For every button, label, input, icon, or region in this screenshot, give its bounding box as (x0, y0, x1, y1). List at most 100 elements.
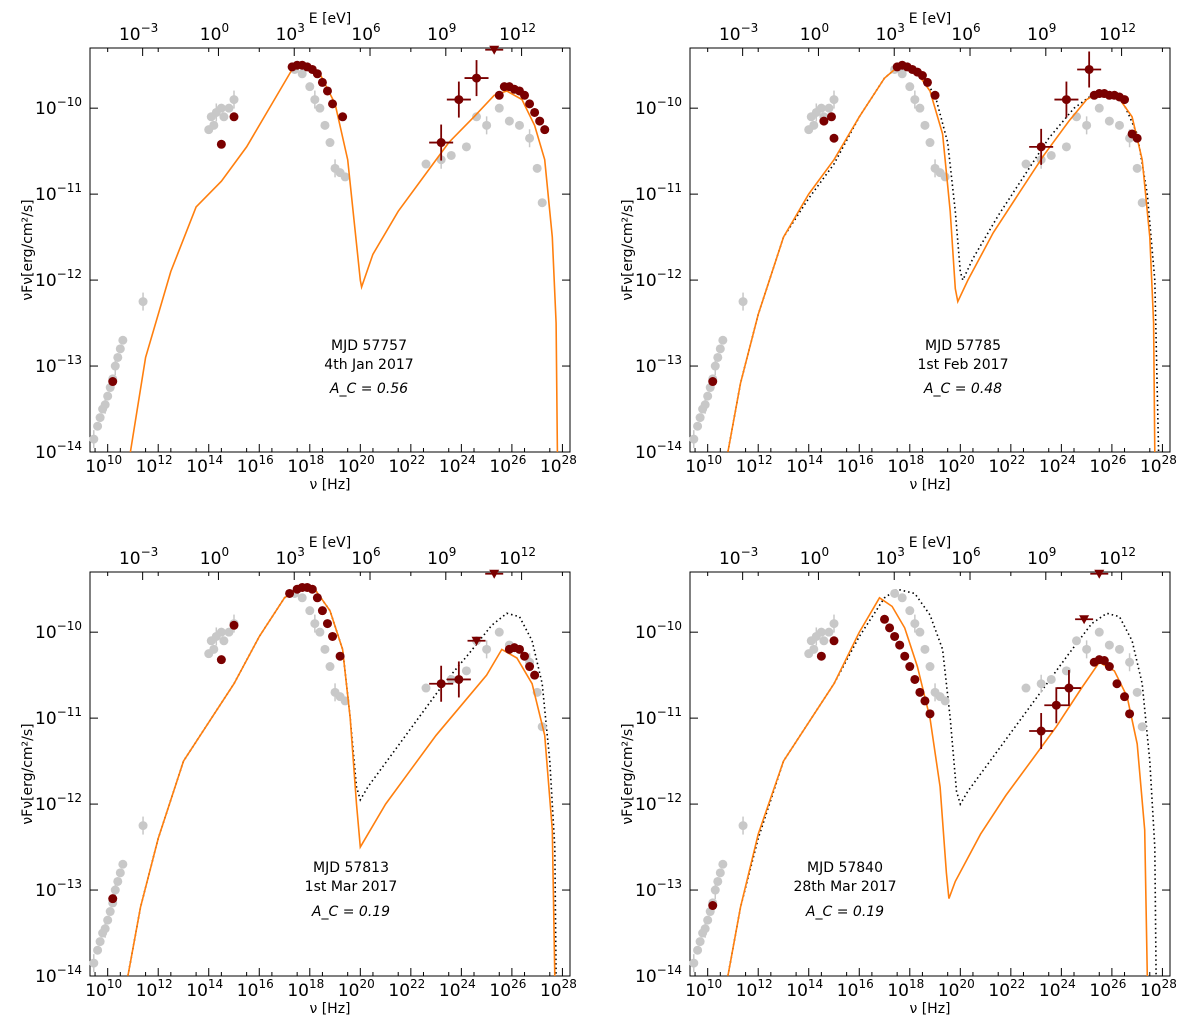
top-tick-label: 106 (351, 545, 380, 569)
archival-data-point (915, 103, 925, 113)
mjd-annotation: MJD 57813 (313, 860, 389, 876)
x-tick-label: 1028 (540, 977, 577, 1001)
x-axis-label: ν [Hz] (909, 477, 950, 493)
data-point (317, 77, 327, 87)
y-tick-label: 10−12 (635, 791, 682, 815)
top-tick-label: 106 (951, 21, 980, 45)
archival-data-point (1036, 679, 1046, 689)
x-tick-label: 1026 (1089, 453, 1126, 477)
archival-data-point (110, 361, 120, 371)
archival-data-point (695, 413, 705, 423)
archival-data-point (113, 352, 123, 362)
top-tick-label: 109 (1027, 21, 1056, 45)
archival-data-point (738, 297, 748, 307)
archival-data-point (113, 876, 123, 886)
top-axis-label: E [eV] (909, 535, 951, 551)
archival-data-point (1094, 103, 1104, 113)
archival-data-point (713, 352, 723, 362)
data-point (108, 377, 118, 387)
data-point (1061, 95, 1071, 105)
archival-data-point (940, 696, 950, 706)
data-point (829, 133, 839, 143)
archival-data-point (219, 636, 229, 646)
y-tick-label: 10−13 (635, 877, 682, 901)
series-layer (89, 569, 557, 977)
data-point (216, 655, 226, 665)
archival-data-point (824, 103, 834, 113)
data-point (322, 86, 332, 96)
x-tick-label: 1026 (1089, 977, 1126, 1001)
x-tick-label: 1014 (786, 977, 823, 1001)
archival-data-point (1125, 657, 1135, 667)
archival-data-point (103, 391, 113, 401)
data-point (328, 99, 338, 109)
data-point (920, 696, 930, 706)
plot-frame (89, 47, 571, 453)
archival-data-point (1046, 674, 1056, 684)
x-tick-label: 1018 (287, 453, 324, 477)
model-curve (727, 64, 1156, 453)
x-tick-label: 1018 (287, 977, 324, 1001)
top-axis-label: E [eV] (309, 535, 351, 551)
archival-data-point (1082, 644, 1092, 654)
upper-limit-marker (489, 45, 500, 55)
archival-data-point (224, 103, 234, 113)
archival-data-point (89, 958, 99, 968)
archival-data-point (718, 335, 728, 345)
data-point (1125, 709, 1135, 719)
data-point (1120, 95, 1130, 105)
x-tick-label: 1012 (136, 453, 173, 477)
data-point (436, 679, 446, 689)
archival-data-point (703, 915, 713, 925)
y-tick-label: 10−14 (35, 963, 82, 987)
model-curve (129, 64, 559, 453)
date-annotation: 1st Feb 2017 (917, 357, 1008, 373)
archival-data-point (689, 434, 699, 444)
x-tick-label: 1010 (85, 977, 122, 1001)
archival-data-point (819, 636, 829, 646)
x-tick-label: 1028 (540, 453, 577, 477)
x-tick-label: 1010 (685, 453, 722, 477)
x-tick-label: 1018 (887, 977, 924, 1001)
archival-data-point (829, 619, 839, 629)
archival-data-point (1104, 640, 1114, 650)
y-axis-label: νFν[erg/cm²/s] (620, 199, 636, 300)
data-point (108, 894, 118, 904)
archival-data-point (816, 627, 826, 637)
top-tick-label: 103 (876, 545, 905, 569)
archival-data-point (1021, 159, 1031, 169)
archival-data-point (504, 116, 514, 126)
series-layer (689, 569, 1157, 977)
data-point (708, 901, 718, 911)
x-tick-label: 1020 (338, 453, 375, 477)
data-point (819, 116, 829, 126)
top-tick-label: 109 (1027, 545, 1056, 569)
data-point (925, 709, 935, 719)
archival-data-point (809, 644, 819, 654)
data-point (322, 619, 332, 629)
date-annotation: 4th Jan 2017 (324, 357, 413, 373)
top-tick-label: 103 (276, 21, 305, 45)
data-point (915, 687, 925, 697)
archival-data-point (305, 82, 315, 92)
ac-annotation: A_C = 0.19 (805, 904, 884, 920)
x-tick-label: 1012 (136, 977, 173, 1001)
top-tick-label: 100 (200, 545, 229, 569)
archival-data-point (305, 606, 315, 616)
date-annotation: 1st Mar 2017 (305, 879, 398, 895)
data-point (530, 670, 540, 680)
archival-data-point (115, 868, 125, 878)
archival-data-point (718, 859, 728, 869)
top-tick-label: 1012 (499, 21, 536, 45)
top-axis-label: E [eV] (909, 11, 951, 27)
archival-data-point (229, 95, 239, 105)
y-tick-label: 10−10 (635, 95, 682, 119)
archival-data-point (910, 95, 920, 105)
archival-data-point (216, 627, 226, 637)
archival-data-point (325, 662, 335, 672)
reference-model-curve (727, 588, 1157, 977)
data-point (1112, 679, 1122, 689)
data-point (317, 606, 327, 616)
archival-data-point (693, 945, 703, 955)
archival-data-point (100, 400, 110, 410)
